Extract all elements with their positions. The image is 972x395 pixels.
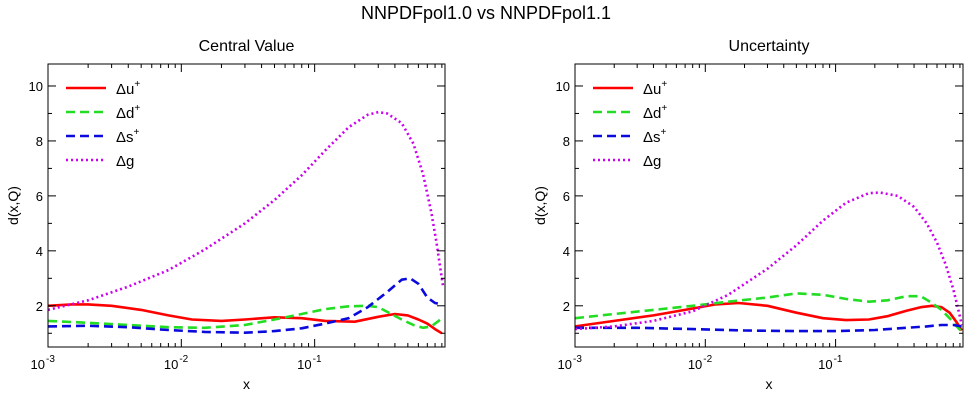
legend-label-superscript: + — [661, 103, 667, 114]
xtick-label: 10 — [688, 357, 702, 372]
ytick-label: 8 — [563, 134, 570, 149]
ytick-label: 2 — [36, 299, 43, 314]
legend-label: Δg — [643, 153, 661, 170]
legend-label-name: Δs — [116, 129, 134, 146]
series-line-4 — [48, 110, 445, 312]
series-line-3 — [48, 276, 443, 335]
xtick-exponent: -2 — [179, 354, 188, 365]
ytick-label: 6 — [563, 189, 570, 204]
ytick-label: 4 — [563, 244, 570, 259]
y-axis-label: d(x,Q) — [5, 186, 21, 225]
x-axis-label: x — [243, 376, 250, 392]
legend-label-name: Δs — [643, 129, 661, 146]
legend-label: Δs+ — [643, 127, 667, 146]
series-line-1 — [575, 301, 963, 332]
plot-frame — [47, 63, 446, 348]
series-line-3 — [575, 323, 963, 333]
legend-label-superscript: + — [661, 79, 667, 90]
plot-frame — [574, 63, 964, 348]
legend-label-name: Δd — [116, 105, 134, 122]
xtick-exponent: -2 — [703, 354, 712, 365]
legend-label: Δs+ — [116, 127, 140, 146]
legend-label: Δd+ — [643, 103, 667, 122]
ytick-label: 2 — [563, 299, 570, 314]
ytick-label: 8 — [36, 134, 43, 149]
ytick-label: 6 — [36, 189, 43, 204]
legend-label-name: Δg — [643, 153, 661, 170]
series-line-4 — [575, 191, 963, 331]
legend-label: Δd+ — [116, 103, 140, 122]
legend-label: Δu+ — [643, 79, 667, 98]
y-axis-label: d(x,Q) — [532, 186, 548, 225]
xtick-label: 10 — [164, 357, 178, 372]
xtick-exponent: -3 — [573, 354, 582, 365]
xtick-label: 10 — [818, 357, 832, 372]
legend-label-name: Δu — [116, 81, 134, 98]
legend-label: Δg — [116, 153, 134, 170]
figure-title: NNPDFpol1.0 vs NNPDFpol1.1 — [361, 3, 611, 23]
ytick-label: 4 — [36, 244, 43, 259]
xtick-exponent: -1 — [313, 354, 322, 365]
legend-label-name: Δu — [643, 81, 661, 98]
legend: Δu+Δd+Δs+Δg — [593, 79, 667, 170]
legend-label-name: Δg — [116, 153, 134, 170]
panel-title: Central Value — [199, 38, 295, 55]
series-line-2 — [575, 292, 963, 333]
xtick-label: 10 — [297, 357, 311, 372]
legend-label-superscript: + — [134, 103, 140, 114]
x-axis-label: x — [766, 376, 773, 392]
xtick-label: 10 — [31, 357, 45, 372]
xtick-label: 10 — [558, 357, 572, 372]
ytick-label: 10 — [29, 79, 43, 94]
xtick-exponent: -3 — [46, 354, 55, 365]
legend-label: Δu+ — [116, 79, 140, 98]
ytick-label: 10 — [556, 79, 570, 94]
legend-label-superscript: + — [134, 127, 140, 138]
panel-title: Uncertainty — [729, 38, 810, 55]
legend-label-superscript: + — [661, 127, 667, 138]
legend-label-superscript: + — [134, 79, 140, 90]
legend: Δu+Δd+Δs+Δg — [66, 79, 140, 170]
xtick-exponent: -1 — [834, 354, 843, 365]
legend-label-name: Δd — [643, 105, 661, 122]
series-line-2 — [48, 304, 443, 330]
